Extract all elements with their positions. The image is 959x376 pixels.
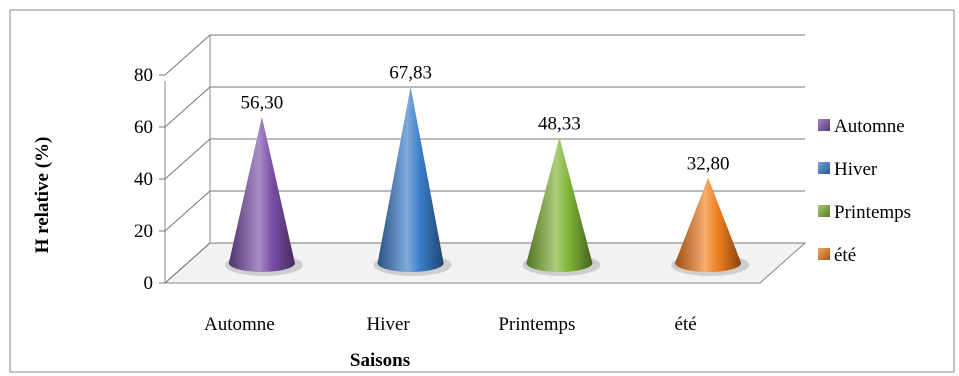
data-label: 48,33 bbox=[538, 113, 581, 134]
data-labels: 56,30 67,83 48,33 32,80 bbox=[241, 63, 730, 175]
category-label: Hiver bbox=[366, 314, 410, 335]
legend-label: Automne bbox=[834, 116, 905, 137]
cone-printemps bbox=[526, 137, 593, 272]
data-label: 67,83 bbox=[389, 63, 432, 84]
legend: Automne Hiver Printemps été bbox=[818, 116, 911, 266]
cones bbox=[224, 86, 750, 276]
gridline bbox=[164, 86, 805, 128]
x-axis-title: Saisons bbox=[350, 350, 410, 371]
category-label: été bbox=[675, 314, 697, 335]
legend-label: Hiver bbox=[834, 159, 878, 180]
cone--t- bbox=[675, 177, 742, 272]
y-axis-title: H relative (%) bbox=[32, 137, 53, 254]
legend-label: Printemps bbox=[834, 202, 911, 223]
category-label: Printemps bbox=[498, 314, 575, 335]
gridlines bbox=[159, 34, 805, 284]
cone-automne bbox=[228, 116, 295, 272]
legend-swatch bbox=[818, 205, 830, 217]
legend-swatch bbox=[818, 162, 830, 174]
legend-label: été bbox=[834, 245, 856, 266]
y-tick-label: 80 bbox=[134, 65, 153, 86]
gridline bbox=[164, 242, 805, 284]
y-tick-label: 20 bbox=[134, 221, 153, 242]
data-label: 56,30 bbox=[241, 93, 284, 114]
gridline bbox=[164, 190, 805, 232]
y-tick-label: 0 bbox=[144, 273, 154, 294]
legend-swatch bbox=[818, 248, 830, 260]
y-tick-label: 60 bbox=[134, 117, 153, 138]
category-label: Automne bbox=[204, 314, 275, 335]
cone-hiver bbox=[377, 86, 444, 272]
gridline bbox=[164, 138, 805, 180]
y-tick-label: 40 bbox=[134, 169, 153, 190]
legend-swatch bbox=[818, 119, 830, 131]
y-axis-ticks: 0 20 40 60 80 bbox=[134, 65, 153, 294]
data-label: 32,80 bbox=[687, 154, 730, 175]
gridline bbox=[164, 34, 805, 76]
category-labels: Automne Hiver Printemps été bbox=[204, 314, 697, 335]
